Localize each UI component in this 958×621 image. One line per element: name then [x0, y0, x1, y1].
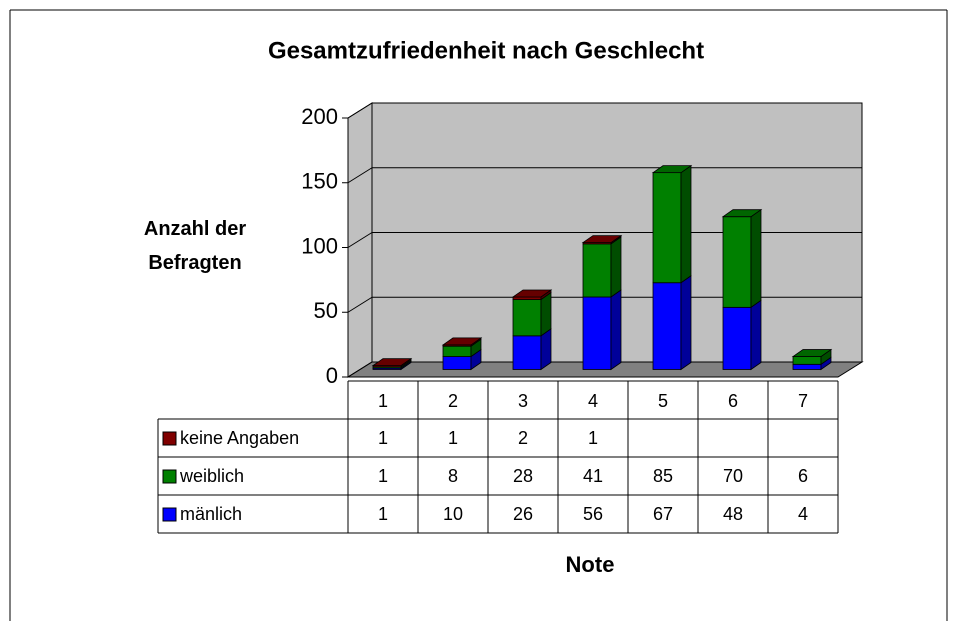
y-tick-label: 0	[326, 363, 338, 388]
table-value: 4	[798, 504, 808, 524]
bar-top	[511, 289, 553, 298]
bar-side	[750, 208, 762, 309]
x-tick-label: 2	[448, 391, 458, 411]
table-value: 26	[513, 504, 533, 524]
chart-title: Gesamtzufriedenheit nach Geschlecht	[268, 37, 704, 64]
legend-label: keine Angaben	[180, 428, 299, 448]
bar-side	[540, 291, 552, 337]
x-tick-label: 3	[518, 391, 528, 411]
grid-line	[347, 296, 373, 313]
bar-side	[610, 236, 622, 298]
x-tick-label: 7	[798, 391, 808, 411]
table-value: 8	[448, 466, 458, 486]
table-value: 85	[653, 466, 673, 486]
bar-top	[721, 209, 763, 218]
y-tick-label: 150	[301, 169, 338, 194]
bar-side	[680, 274, 692, 371]
bar-front	[582, 243, 612, 298]
bar-segment	[512, 291, 552, 337]
bar-front	[582, 296, 612, 370]
bar-front	[442, 356, 472, 370]
x-axis-title: Note	[566, 552, 615, 577]
bar-segment	[582, 236, 622, 298]
bar-segment	[371, 357, 413, 368]
bar-front	[442, 345, 472, 357]
bar-segment	[722, 299, 762, 371]
bar-top	[371, 358, 413, 367]
legend-label: mänlich	[180, 504, 242, 524]
bar-side	[750, 299, 762, 371]
bar-segment	[512, 328, 552, 371]
table-value: 41	[583, 466, 603, 486]
legend-label: weiblich	[179, 466, 244, 486]
y-tick-label: 100	[301, 233, 338, 258]
y-tick-label: 50	[314, 298, 338, 323]
bar-front	[722, 306, 752, 370]
table-value: 1	[378, 428, 388, 448]
bar-segment	[791, 348, 833, 366]
table-value: 1	[588, 428, 598, 448]
bar-front	[652, 282, 682, 370]
x-tick-label: 4	[588, 391, 598, 411]
table-value: 70	[723, 466, 743, 486]
table-value: 48	[723, 504, 743, 524]
bar-segment	[651, 164, 693, 284]
bar-front	[652, 172, 682, 284]
y-tick-label: 200	[301, 104, 338, 129]
bar-segment	[581, 234, 623, 245]
bar-front	[792, 363, 822, 370]
grid-line	[347, 361, 373, 378]
bar-side	[610, 289, 622, 371]
table-value: 56	[583, 504, 603, 524]
bar-front	[792, 356, 822, 365]
bar-segment	[721, 208, 763, 309]
bar-top	[791, 349, 833, 357]
bar-segment	[652, 274, 692, 371]
table-value: 2	[518, 428, 528, 448]
bar-segment	[441, 337, 483, 347]
legend-key	[162, 469, 177, 484]
table-value: 28	[513, 466, 533, 486]
table-value: 6	[798, 466, 808, 486]
x-tick-label: 5	[658, 391, 668, 411]
bar-top	[651, 165, 693, 174]
bar-front	[512, 335, 542, 370]
bar-front	[722, 216, 752, 308]
x-tick-label: 6	[728, 391, 738, 411]
legend-key	[162, 431, 177, 446]
grid-line	[347, 167, 373, 184]
grid-line	[347, 232, 373, 248]
bar-side	[680, 164, 692, 284]
x-tick-label: 1	[378, 391, 388, 411]
bar-top	[581, 235, 623, 243]
table-value: 1	[448, 428, 458, 448]
table-value: 10	[443, 504, 463, 524]
y-axis-title: Anzahl der Befragten	[143, 218, 247, 274]
bar-segment	[511, 289, 553, 301]
grid-line	[347, 102, 373, 119]
bar-front	[512, 299, 542, 337]
table-value: 1	[378, 466, 388, 486]
legend-key	[162, 507, 177, 522]
bar-top	[441, 337, 483, 346]
table-value: 67	[653, 504, 673, 524]
bar-segment	[582, 289, 622, 371]
table-value: 1	[378, 504, 388, 524]
